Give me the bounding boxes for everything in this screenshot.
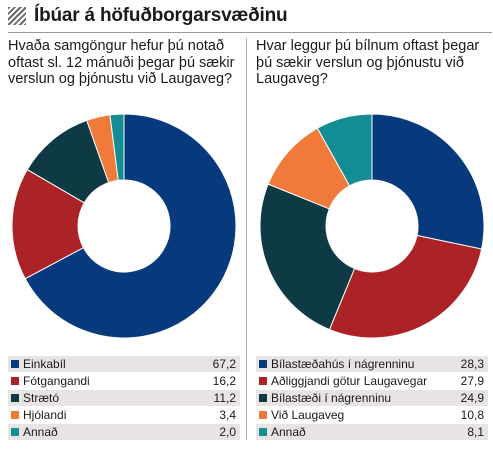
page-title: Íbúar á höfuðborgarsvæðinu (34, 5, 288, 26)
legend-swatch (259, 411, 267, 419)
legend-value: 3,4 (219, 408, 236, 422)
legend-label: Fótgangandi (23, 374, 90, 388)
legend-swatch (259, 377, 267, 385)
donut-chart-parking (259, 113, 485, 339)
legend-parking: Bílastæðahús í nágrenninu 28,3 Aðliggjandi… (256, 356, 488, 441)
hatch-logo-icon (8, 7, 26, 25)
legend-item-annad: Annað 8,1 (256, 424, 488, 440)
legend-value: 16,2 (212, 374, 236, 388)
legend-label: Bílastæðahús í nágrenninu (271, 357, 415, 371)
legend-swatch (11, 394, 19, 402)
legend-value: 8,1 (467, 425, 484, 439)
slice-adliggjandi-gotur-laugavegar (328, 234, 483, 339)
slice-bilastaedahus-i-nagrenninu (371, 113, 485, 250)
legend-label: Strætó (23, 391, 60, 405)
legend-swatch (259, 360, 267, 368)
legend-swatch (11, 360, 19, 368)
legend-swatch (11, 411, 19, 419)
legend-item-adliggjandi-gotur-laugavegar: Aðliggjandi götur Laugavegar 27,9 (256, 373, 488, 389)
slice-einkabil (24, 113, 237, 339)
panel-divider (246, 38, 247, 440)
legend-item-bilastaedahus-i-nagrenninu: Bílastæðahús í nágrenninu 28,3 (256, 356, 488, 372)
question-transport: Hvaða samgöngur hefur þú notað oftast sl… (8, 38, 235, 87)
legend-value: 24,9 (460, 391, 484, 405)
slice-annad (316, 113, 373, 187)
legend-value: 67,2 (212, 357, 236, 371)
header: Íbúar á höfuðborgarsvæðinu (8, 5, 492, 33)
slice-bilastaedi-i-nagrenninu (259, 183, 356, 331)
header-divider (8, 32, 492, 33)
legend-item-vid-laugaveg: Við Laugaveg 10,8 (256, 407, 488, 423)
legend-item-bilastaedi-i-nagrenninu: Bílastæði í nágrenninu 24,9 (256, 390, 488, 406)
panel-transport: Hvaða samgöngur hefur þú notað oftast sl… (8, 38, 240, 440)
legend-swatch (259, 428, 267, 436)
legend-value: 2,0 (219, 425, 236, 439)
legend-label: Bílastæði í nágrenninu (271, 391, 392, 405)
legend-label: Einkabíl (23, 357, 66, 371)
legend-label: Við Laugaveg (271, 408, 345, 422)
legend-item-einkabil: Einkabíl 67,2 (8, 356, 240, 372)
legend-swatch (259, 394, 267, 402)
legend-item-annad: Annað 2,0 (8, 424, 240, 440)
slice-annad (109, 113, 125, 181)
legend-label: Aðliggjandi götur Laugavegar (271, 374, 428, 388)
legend-item-hjolandi: Hjólandi 3,4 (8, 407, 240, 423)
legend-value: 10,8 (460, 408, 484, 422)
legend-label: Hjólandi (23, 408, 67, 422)
legend-value: 28,3 (460, 357, 484, 371)
question-parking: Hvar leggur þú bílnum oftast þegar þú sæ… (256, 38, 480, 87)
legend-transport: Einkabíl 67,2 Fótgangandi 16,2 Strætó 11,2 Hjó… (8, 356, 240, 441)
legend-value: 27,9 (460, 374, 484, 388)
legend-item-fotgangandi: Fótgangandi 16,2 (8, 373, 240, 389)
legend-item-straeto: Strætó 11,2 (8, 390, 240, 406)
legend-label: Annað (23, 425, 58, 439)
donut-chart-transport (11, 113, 237, 339)
legend-swatch (11, 428, 19, 436)
legend-label: Annað (271, 425, 306, 439)
legend-value: 11,2 (213, 391, 236, 405)
panel-parking: Hvar leggur þú bílnum oftast þegar þú sæ… (256, 38, 488, 440)
legend-swatch (11, 377, 19, 385)
